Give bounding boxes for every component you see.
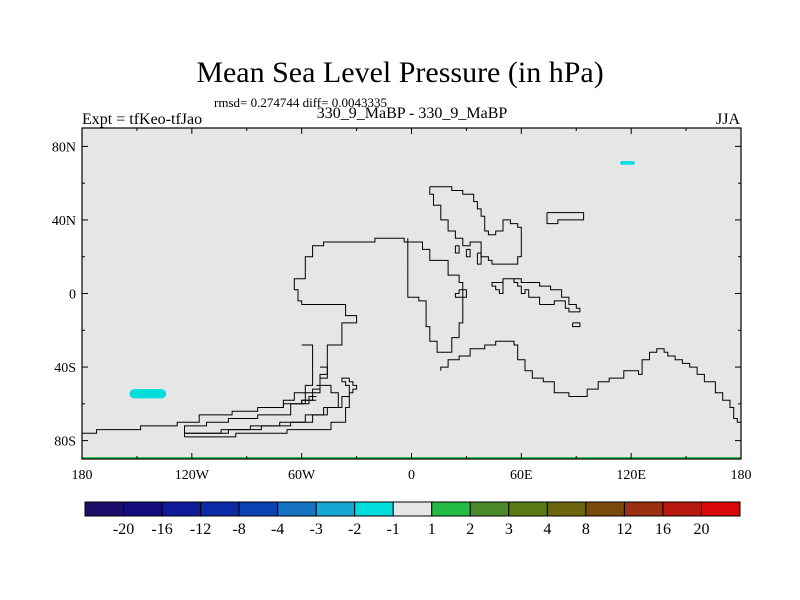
colorbar-label: 12 <box>616 521 632 538</box>
chart-title: Mean Sea Level Pressure (in hPa) <box>196 56 604 89</box>
y-tick-label: 40S <box>54 361 76 376</box>
colorbar-box-7 <box>354 501 394 517</box>
colorbar-box-9 <box>431 501 471 517</box>
colorbar-box-0 <box>84 501 125 517</box>
colorbar-box-12 <box>546 501 587 517</box>
x-tick-label: 120W <box>175 468 210 483</box>
y-tick-label: 80N <box>52 140 76 155</box>
coastline-11 <box>476 252 482 265</box>
y-tick-label: 80S <box>54 435 76 450</box>
colorbar-label: -3 <box>310 521 323 538</box>
colorbar-label: 16 <box>655 521 671 538</box>
colorbar-box-8 <box>392 501 433 517</box>
coastline-7 <box>491 278 581 313</box>
coastline-10 <box>465 248 471 258</box>
colorbar-label: 8 <box>582 521 590 538</box>
season-label: JJA <box>716 111 741 128</box>
colorbar-box-16 <box>700 501 741 517</box>
colorbar-label: 20 <box>693 521 709 538</box>
x-tick-label: 180 <box>72 468 93 483</box>
coastline-9 <box>454 245 460 254</box>
stats-text: rmsd= 0.274744 diff= 0.0043335 <box>214 95 387 110</box>
colorbar-box-15 <box>662 501 702 517</box>
y-tick-label: 40N <box>52 214 76 229</box>
colorbar-label: -16 <box>151 521 172 538</box>
colorbar-box-10 <box>469 501 510 517</box>
colorbar-box-5 <box>277 501 317 517</box>
colorbar-label: 3 <box>505 521 513 538</box>
colorbar-label: 2 <box>466 521 474 538</box>
colorbar-label: -20 <box>113 521 134 538</box>
colorbar-label: -4 <box>271 521 284 538</box>
chart-subtitle: 330_9_MaBP - 330_9_MaBP <box>316 105 508 122</box>
colorbar-box-11 <box>508 501 548 517</box>
colorbar-label: -12 <box>190 521 211 538</box>
x-tick-label: 120E <box>616 468 646 483</box>
coastline-4 <box>184 377 358 438</box>
colorbar-label: 4 <box>543 521 551 538</box>
colorbar-box-3 <box>200 501 240 517</box>
anomaly-patch-0 <box>129 389 167 399</box>
colorbar-label: 1 <box>428 521 436 538</box>
colorbar-box-1 <box>123 501 163 517</box>
anomaly-patch-1 <box>620 161 635 165</box>
colorbar-label: -8 <box>232 521 245 538</box>
coastline-12 <box>454 289 467 298</box>
colorbar-label: -2 <box>348 521 361 538</box>
x-tick-label: 0 <box>408 468 415 483</box>
colorbar-label: -1 <box>387 521 400 538</box>
x-tick-label: 60E <box>510 468 533 483</box>
colorbar-box-2 <box>161 501 202 517</box>
coastline-13 <box>572 322 581 328</box>
colorbar-box-13 <box>585 501 625 517</box>
coastline-2 <box>184 366 339 434</box>
coastline-5 <box>440 340 741 423</box>
x-tick-label: 180 <box>731 468 752 483</box>
colorbar-box-6 <box>315 501 356 517</box>
coastline-3 <box>301 396 317 405</box>
map-background <box>82 128 741 459</box>
colorbar-box-14 <box>623 501 664 517</box>
colorbar-box-4 <box>238 501 279 517</box>
coastline-6 <box>429 186 522 265</box>
x-tick-label: 60W <box>288 468 316 483</box>
coastline-8 <box>546 212 585 225</box>
coastline-0 <box>82 237 464 434</box>
y-tick-label: 0 <box>69 288 76 303</box>
experiment-label: Expt = tfKeo-tfJao <box>82 111 203 128</box>
